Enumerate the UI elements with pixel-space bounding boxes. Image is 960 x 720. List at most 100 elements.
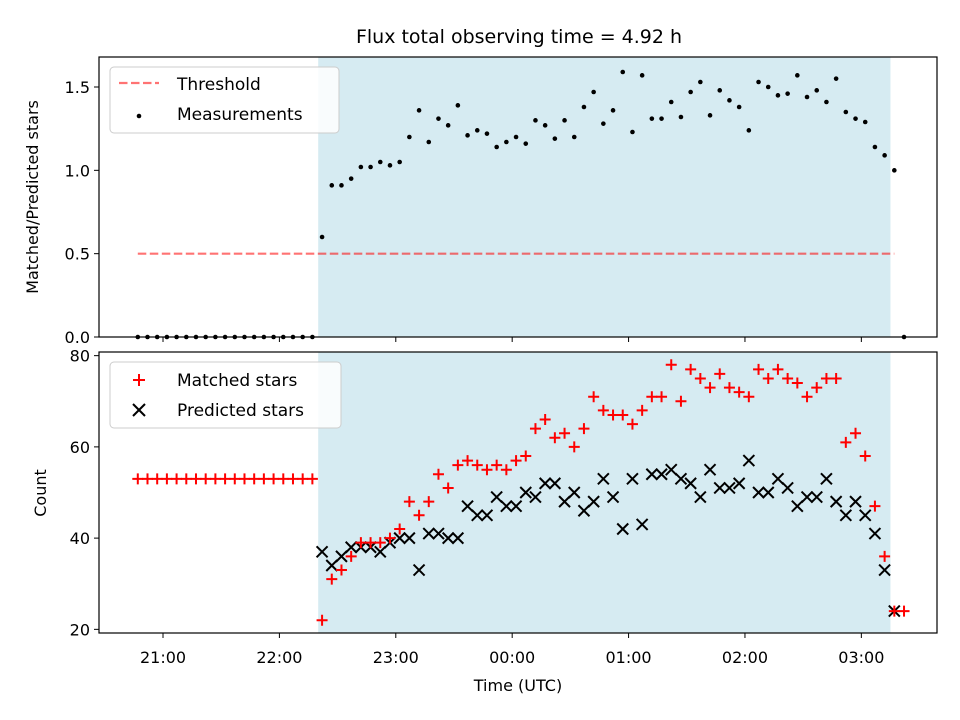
measurement-point xyxy=(707,113,713,118)
measurement-point xyxy=(542,123,548,128)
matched-point xyxy=(219,473,231,485)
matched-point xyxy=(161,473,173,485)
top-xticks xyxy=(162,337,862,342)
top-observing-band xyxy=(318,57,891,337)
measurement-point xyxy=(358,164,364,170)
predicted-point xyxy=(878,563,891,577)
measurement-point xyxy=(795,73,800,78)
matched-point xyxy=(888,605,900,617)
matched-point xyxy=(287,473,299,485)
predicted-point xyxy=(538,477,552,490)
measurement-point xyxy=(571,134,577,140)
predicted-point xyxy=(732,477,746,490)
measurement-point xyxy=(416,108,422,113)
matched-point xyxy=(403,496,415,508)
predicted-point xyxy=(587,495,600,508)
matched-point xyxy=(423,496,435,508)
matched-point xyxy=(626,418,638,430)
matched-point xyxy=(306,473,318,485)
matched-point xyxy=(500,464,512,476)
bottom-xtick-label: 03:00 xyxy=(838,648,884,667)
matched-point xyxy=(277,473,289,485)
matched-point xyxy=(297,473,309,485)
matched-point xyxy=(840,436,852,448)
measurement-point xyxy=(785,91,790,96)
matched-point xyxy=(898,605,910,617)
measurement-point xyxy=(436,116,441,121)
matched-point xyxy=(685,363,697,375)
bottom-ytick-label: 60 xyxy=(70,438,90,457)
measurement-point xyxy=(523,141,529,146)
matched-point xyxy=(539,414,551,426)
measurement-point xyxy=(736,104,742,110)
legend-threshold-label: Threshold xyxy=(176,75,261,95)
predicted-point xyxy=(829,495,843,508)
bottom-yticks: 20 40 60 80 xyxy=(70,347,99,639)
predicted-point xyxy=(635,518,649,531)
predicted-point xyxy=(655,468,668,481)
matched-point xyxy=(345,550,357,562)
legend-predicted-swatch xyxy=(132,403,146,417)
top-ytick-label: 1.5 xyxy=(65,78,90,97)
measurement-point xyxy=(843,109,849,115)
predicted-points xyxy=(315,454,901,618)
matched-point xyxy=(141,473,153,485)
bottom-ytick-label: 80 xyxy=(70,347,90,366)
matched-point xyxy=(326,573,338,585)
matched-point xyxy=(209,473,221,485)
measurement-point xyxy=(426,139,432,145)
top-panel: 0.0 0.5 1.0 1.5 Matched/Predicted stars Thr… xyxy=(23,56,938,347)
top-y-axis-label: Matched/Predicted stars xyxy=(23,100,42,294)
matched-point xyxy=(578,423,590,435)
matched-point xyxy=(491,459,503,471)
matched-point xyxy=(879,550,891,562)
predicted-point xyxy=(626,472,639,486)
top-legend: Threshold Measurements xyxy=(109,66,340,134)
matched-point xyxy=(394,523,406,535)
top-legend-box xyxy=(109,66,340,134)
measurement-point xyxy=(833,76,839,81)
measurement-point xyxy=(377,159,383,165)
top-ytick-label: 1.0 xyxy=(65,161,90,180)
legend-measurements-swatch xyxy=(136,113,142,119)
bottom-xtick-label: 22:00 xyxy=(256,648,302,667)
top-grid-ticks: 0.0 0.5 1.0 1.5 xyxy=(65,78,99,347)
predicted-point xyxy=(820,472,833,486)
matched-point xyxy=(200,473,212,485)
predicted-point xyxy=(403,531,416,545)
bottom-xtick-label: 00:00 xyxy=(489,648,535,667)
measurement-point xyxy=(494,144,499,150)
measurement-point xyxy=(630,129,635,135)
matched-point xyxy=(704,382,716,394)
predicted-point xyxy=(791,499,804,513)
measurement-point xyxy=(445,123,451,128)
predicted-point xyxy=(859,509,872,522)
predicted-point xyxy=(713,481,726,495)
matched-point xyxy=(830,372,842,384)
bottom-ytick-label: 40 xyxy=(70,529,90,548)
matched-point xyxy=(132,473,144,485)
predicted-point xyxy=(762,486,775,499)
bottom-legend-box xyxy=(109,361,342,429)
measurement-point xyxy=(814,88,820,93)
bottom-axes-frame xyxy=(98,351,938,634)
predicted-point xyxy=(393,531,406,545)
matched-point xyxy=(559,427,571,439)
predicted-point xyxy=(723,481,736,495)
predicted-point xyxy=(500,499,513,513)
measurement-point xyxy=(368,164,373,170)
predicted-point xyxy=(548,477,562,490)
predicted-point xyxy=(810,490,823,504)
predicted-point xyxy=(490,490,503,504)
measurement-point xyxy=(387,163,393,168)
predicted-point xyxy=(335,550,348,563)
measurement-point xyxy=(727,98,732,103)
predicted-point xyxy=(529,490,542,504)
measurement-point xyxy=(552,136,558,141)
legend-matched-label: Matched stars xyxy=(177,371,297,391)
x-axis-label: Time (UTC) xyxy=(473,676,562,695)
measurement-point xyxy=(319,234,325,240)
matched-point xyxy=(617,409,629,421)
matched-point xyxy=(413,509,425,521)
